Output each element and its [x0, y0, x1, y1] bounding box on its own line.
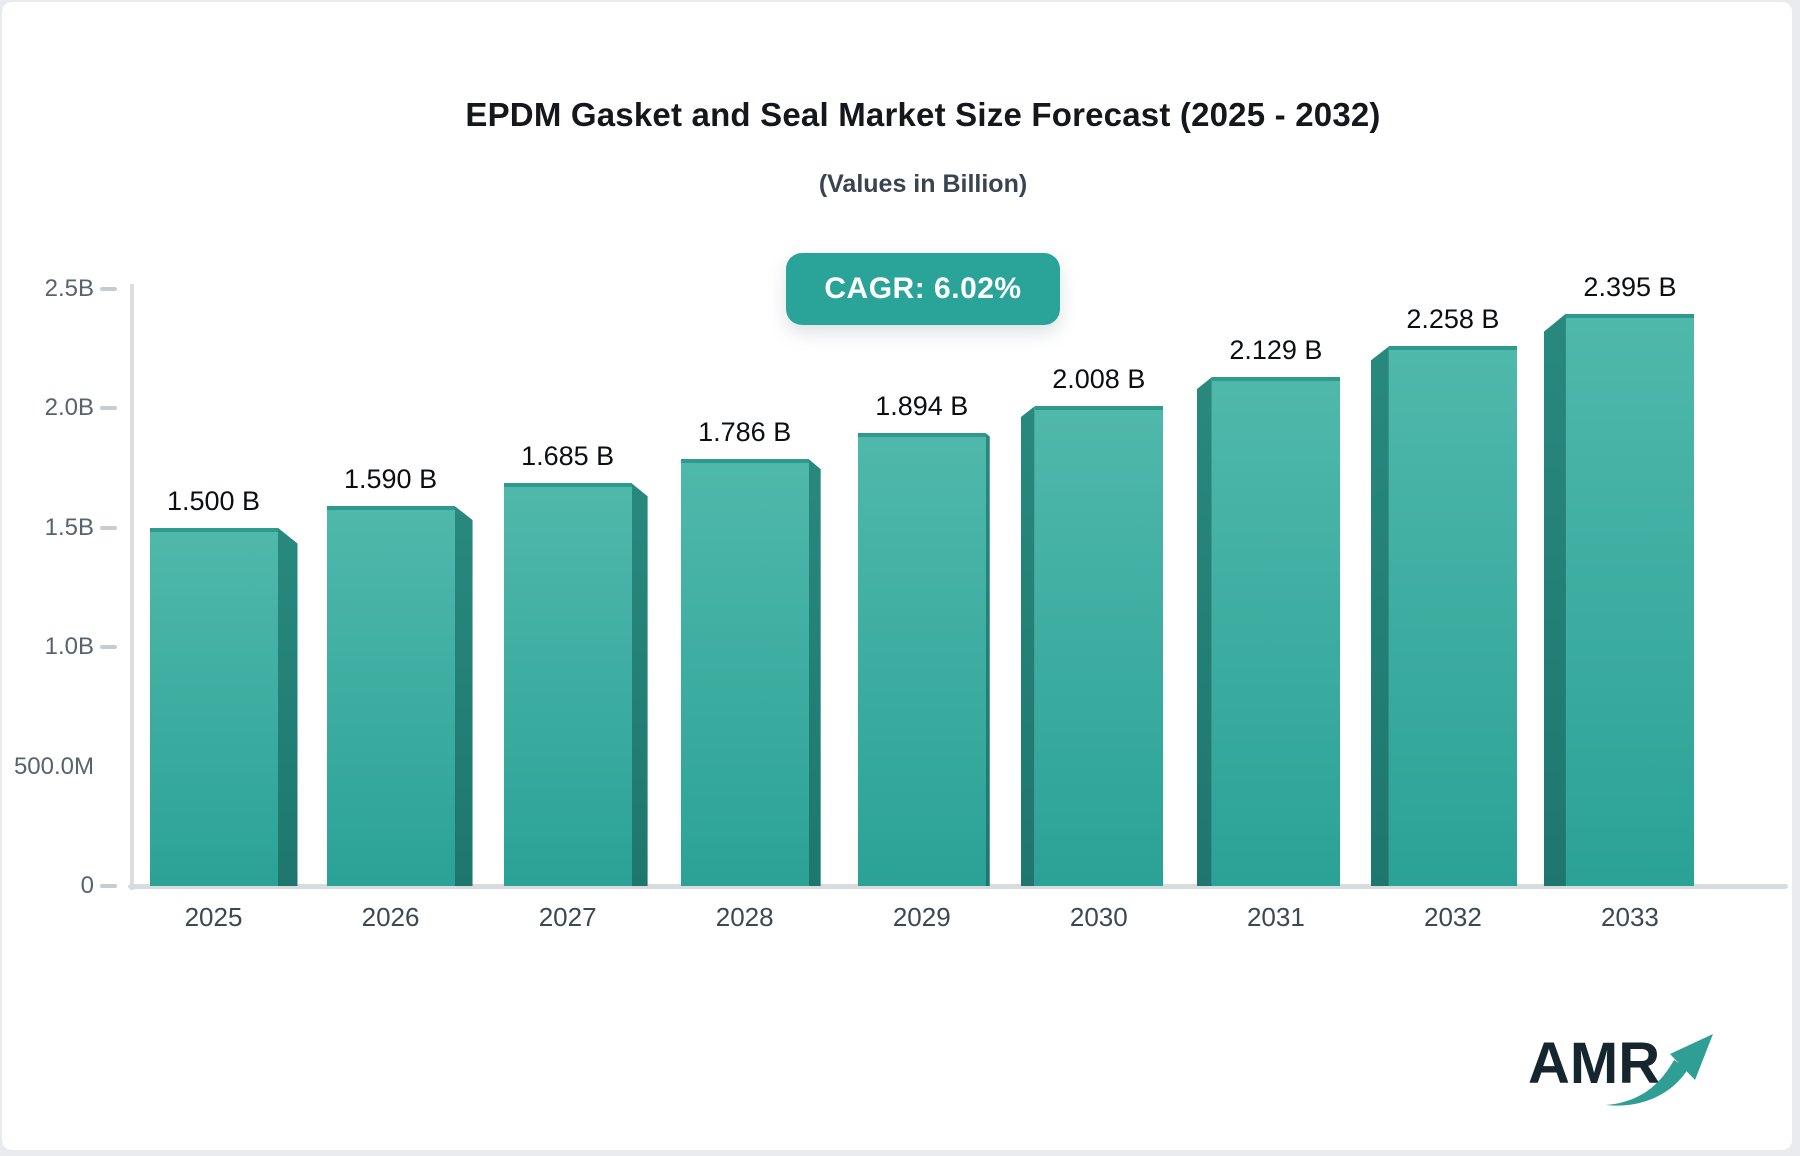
x-axis-label: 2027	[538, 902, 597, 932]
x-axis-label: 2030	[1069, 902, 1128, 932]
bar-side-3d	[631, 483, 648, 886]
y-axis-tick	[100, 884, 117, 888]
y-axis-tick	[100, 286, 117, 291]
bar-2025	[149, 527, 278, 886]
x-axis-label: 2028	[715, 902, 774, 932]
x-axis-label: 2025	[184, 902, 243, 932]
cagr-badge: CAGR: 6.02%	[786, 253, 1060, 325]
bar-2026	[326, 505, 455, 886]
bar-side-3d	[1196, 377, 1212, 886]
y-axis-tick	[100, 645, 117, 649]
bar-2030	[1034, 406, 1163, 886]
x-axis-line	[128, 884, 1788, 889]
x-axis-label: 2031	[1246, 902, 1305, 932]
y-axis-line	[130, 284, 134, 890]
y-axis-label: 2.5B	[44, 274, 94, 302]
bar-value-label: 2.008 B	[1052, 364, 1146, 395]
bar-value-label: 1.894 B	[875, 391, 969, 422]
bar-value-label: 1.500 B	[166, 485, 261, 516]
chart-title: EPDM Gasket and Seal Market Size Forecas…	[465, 96, 1381, 133]
amr-logo-arrow-icon	[1606, 1034, 1713, 1106]
bar-value-label: 1.786 B	[698, 417, 792, 448]
bar-side-3d	[985, 433, 990, 886]
bar-2031	[1211, 377, 1340, 886]
bar-side-3d	[1543, 313, 1566, 886]
y-axis-label: 1.5B	[44, 513, 94, 541]
y-axis-tick	[100, 525, 117, 530]
bar-value-label: 2.258 B	[1406, 304, 1500, 335]
x-axis-label: 2033	[1601, 902, 1659, 932]
bar-value-label: 1.590 B	[344, 463, 438, 494]
y-axis-tick	[100, 406, 117, 410]
y-axis-label: 500.0M	[13, 752, 94, 780]
bar-side-3d	[1020, 406, 1035, 886]
y-axis-label: 0	[80, 872, 94, 899]
bar-side-3d	[454, 505, 473, 886]
bar-value-label: 2.129 B	[1229, 335, 1323, 366]
x-axis-label: 2032	[1423, 902, 1482, 932]
bar-2027	[503, 483, 632, 886]
bar-value-label: 1.685 B	[521, 441, 615, 472]
cagr-badge-label: CAGR: 6.02%	[824, 272, 1022, 305]
chart-subtitle: (Values in Billion)	[818, 170, 1028, 198]
x-axis-label: 2029	[892, 902, 951, 932]
bar-2033	[1565, 313, 1694, 886]
y-axis-label: 1.0B	[44, 633, 94, 660]
x-axis-label: 2026	[361, 902, 420, 932]
bar-value-label: 2.395 B	[1583, 271, 1677, 302]
bar-side-3d	[277, 527, 298, 886]
bar-2032	[1388, 346, 1517, 886]
amr-logo: AMR	[1528, 1030, 1728, 1120]
bar-2028	[680, 459, 809, 886]
bar-side-3d	[808, 459, 821, 886]
y-axis-label: 2.0B	[44, 394, 94, 421]
amr-logo-text: AMR	[1528, 1031, 1661, 1096]
bar-side-3d	[1370, 346, 1389, 886]
bar-2029	[857, 433, 986, 886]
